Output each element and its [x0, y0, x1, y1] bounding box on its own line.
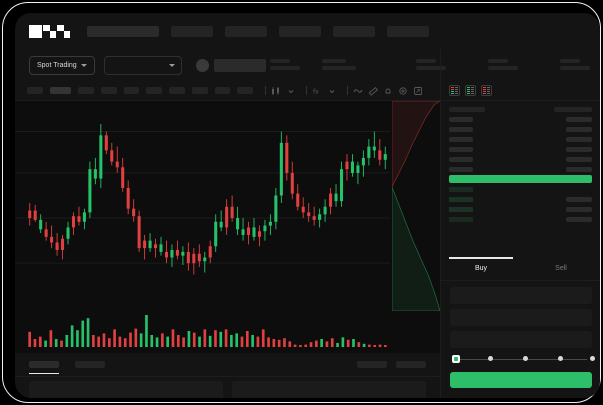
svg-text:fx: fx: [313, 88, 319, 95]
orderbook-ask-row[interactable]: [449, 135, 592, 143]
orderbook-ask-row[interactable]: [449, 155, 592, 163]
amount-field[interactable]: [450, 309, 592, 326]
spot-trading-label: Spot Trading: [37, 61, 77, 69]
line-chart-icon[interactable]: [353, 86, 363, 96]
tab-sell[interactable]: Sell: [521, 257, 600, 280]
toolbar-divider: [265, 86, 267, 95]
stat-item: [270, 59, 300, 70]
ruler-icon[interactable]: [368, 86, 379, 96]
candlestick-svg: [15, 124, 390, 275]
timeframe-5[interactable]: [123, 87, 140, 94]
fullscreen-icon[interactable]: [413, 86, 423, 96]
price-field[interactable]: [450, 287, 592, 304]
timeframe-8[interactable]: [191, 87, 208, 94]
slider-stop-75[interactable]: [558, 356, 563, 361]
market-stats: [270, 59, 600, 70]
nav-item-5[interactable]: [387, 25, 429, 37]
chevron-down-icon[interactable]: [286, 86, 296, 96]
spot-trading-dropdown[interactable]: Spot Trading: [29, 55, 95, 75]
bottom-cards: [15, 381, 440, 398]
orders-actions: [357, 361, 426, 368]
nav-item-2[interactable]: [225, 25, 267, 37]
orderbook-ask-row[interactable]: [449, 165, 592, 173]
orderbook-bid-row[interactable]: [449, 215, 592, 223]
toolbar-divider: [306, 86, 308, 95]
avatar[interactable]: [195, 58, 209, 72]
candle-chart-icon[interactable]: [271, 86, 281, 96]
sub-nav: Spot Trading: [15, 49, 600, 81]
timeframe-6[interactable]: [146, 87, 163, 94]
orderbook-ask-row[interactable]: [449, 115, 592, 123]
orderbook-ask-row[interactable]: [449, 125, 592, 133]
chevron-down-icon: [80, 63, 87, 67]
stat-item: [488, 59, 518, 70]
chart-toolbar: fx: [15, 81, 440, 101]
nav-search-input[interactable]: [87, 25, 159, 37]
right-column: Buy Sell: [440, 49, 600, 398]
total-field[interactable]: [450, 331, 592, 348]
orderbook-view-asks-icon[interactable]: [481, 85, 492, 96]
buy-submit-button[interactable]: [450, 372, 592, 388]
slider-handle[interactable]: [452, 355, 460, 363]
orders-action-1[interactable]: [357, 361, 387, 368]
order-book-depth-overlay: [392, 101, 440, 311]
timeframe-7[interactable]: [169, 87, 185, 94]
slider-stop-100[interactable]: [590, 356, 595, 361]
timeframe-10[interactable]: [237, 87, 254, 94]
orderbook-bid-row[interactable]: [449, 205, 592, 213]
orderbook-last-price: [449, 175, 592, 183]
timeframe-1[interactable]: [27, 87, 43, 94]
account-name-placeholder[interactable]: [213, 58, 266, 72]
buy-sell-tabs: Buy Sell: [441, 257, 600, 281]
indicator-icon[interactable]: fx: [312, 86, 322, 96]
stat-item: [322, 59, 356, 70]
app-window: Spot Trading: [15, 13, 600, 398]
chevron-down-icon: [168, 63, 175, 67]
nav-item-4[interactable]: [333, 25, 375, 37]
okx-logo-icon[interactable]: [29, 24, 73, 38]
orderbook-header-row: [449, 105, 592, 113]
orderbook-view-both-icon[interactable]: [449, 85, 460, 96]
orderbook-ask-row[interactable]: [449, 145, 592, 153]
timeframe-9[interactable]: [214, 87, 231, 94]
volume-chart[interactable]: [15, 311, 440, 353]
alert-icon[interactable]: [383, 86, 393, 96]
chevron-down-icon[interactable]: [327, 86, 337, 96]
tab-buy[interactable]: Buy: [441, 257, 521, 280]
orderbook[interactable]: [441, 101, 600, 223]
timeframe-4[interactable]: [101, 87, 117, 94]
slider-stop-25[interactable]: [488, 356, 493, 361]
stat-item: [416, 59, 446, 70]
tab-sell-label: Sell: [555, 265, 567, 272]
bottom-card-2[interactable]: [232, 381, 426, 398]
settings-icon[interactable]: [398, 86, 408, 96]
nav-item-1[interactable]: [171, 25, 213, 37]
orderbook-bid-row[interactable]: [449, 185, 592, 193]
pair-select-dropdown[interactable]: [103, 55, 182, 75]
slider-stop-50[interactable]: [523, 356, 528, 361]
timeframe-3[interactable]: [78, 87, 95, 94]
orders-tab-bar: [15, 353, 440, 377]
orderbook-view-bids-icon[interactable]: [465, 85, 476, 96]
timeframe-2-active[interactable]: [49, 87, 72, 94]
orders-tab-history[interactable]: [75, 361, 105, 368]
slider-track: [455, 358, 587, 360]
order-form: [441, 281, 600, 393]
orders-tab-open[interactable]: [29, 361, 59, 374]
toolbar-divider: [347, 86, 349, 95]
nav-item-3[interactable]: [279, 25, 321, 37]
top-nav: [15, 13, 600, 49]
orders-action-2[interactable]: [396, 361, 426, 368]
tab-buy-label: Buy: [474, 265, 488, 272]
candlestick-chart[interactable]: [15, 101, 440, 311]
stat-item: [560, 59, 590, 70]
volume-svg: [28, 315, 387, 347]
bottom-card-1[interactable]: [29, 381, 223, 398]
orderbook-bid-row[interactable]: [449, 195, 592, 203]
orderbook-toolbar: [441, 81, 600, 101]
percent-slider[interactable]: [452, 354, 595, 364]
